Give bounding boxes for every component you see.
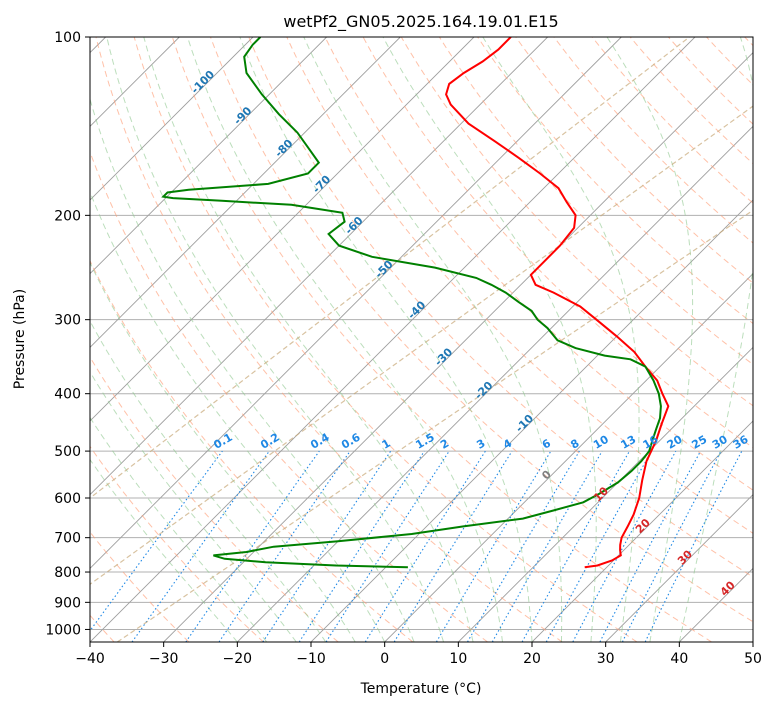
y-tick-label: 200 — [54, 208, 81, 224]
isotherm-line — [753, 37, 775, 642]
y-tick-label: 300 — [54, 313, 81, 329]
isotherm-line — [237, 37, 775, 642]
mixing-ratio-line — [468, 451, 580, 642]
x-tick-label: 10 — [449, 651, 467, 667]
x-tick-label: 40 — [670, 651, 688, 667]
isotherm-line — [0, 37, 327, 642]
y-tick-label: 700 — [54, 531, 81, 547]
temperature-line — [446, 37, 668, 567]
x-tick-label: 0 — [380, 651, 389, 667]
height-contour-line — [0, 37, 689, 642]
isotherm-label: -70 — [310, 173, 333, 196]
mixing-ratio-line — [326, 451, 449, 642]
mixing-ratio-line — [365, 451, 485, 642]
mixing-ratio-line — [522, 451, 629, 642]
x-tick-label: −30 — [149, 651, 179, 667]
y-tick-label: 800 — [54, 565, 81, 581]
mixing-ratio-label: 0.4 — [308, 431, 332, 452]
isotherm-line — [311, 37, 775, 642]
mixing-ratio-label: 2 — [438, 437, 451, 452]
y-tick-label: 900 — [54, 595, 81, 611]
moist-adiabat-line — [304, 37, 562, 642]
isotherm-line — [90, 37, 695, 642]
mixing-ratio-label: 25 — [690, 433, 710, 452]
mixing-ratio-line — [546, 451, 651, 642]
moist-adiabat-line — [59, 94, 385, 642]
y-tick-label: 100 — [54, 30, 81, 46]
height-contour-line — [117, 37, 775, 642]
y-tick-label: 500 — [54, 444, 81, 460]
y-tick-label: 600 — [54, 491, 81, 507]
mixing-ratio-line — [600, 451, 701, 642]
moist-adiabat-line — [37, 114, 355, 642]
mixing-ratio-label: 6 — [540, 436, 553, 451]
mixing-ratio-label: 0.6 — [339, 431, 363, 452]
dry-adiabat-line — [0, 37, 338, 642]
wet-bulb-label: 20 — [633, 516, 653, 536]
dry-adiabat-line — [58, 37, 488, 642]
plot-frame — [90, 37, 753, 642]
axis-layer: −40 −30 −20 −10 0 10 20 30 40 50 1000 900 800 700 600 5… — [45, 30, 762, 667]
isotherm-label: -80 — [272, 137, 295, 160]
mixing-ratio-label: 3 — [474, 437, 487, 452]
mixing-ratio-label: 36 — [731, 433, 751, 452]
mixing-ratio-label: 20 — [665, 433, 685, 452]
isotherm-label: -90 — [231, 104, 254, 127]
mixing-ratio-line — [299, 451, 424, 642]
mixing-ratio-label: 8 — [568, 437, 581, 452]
y-tick-label: 400 — [54, 387, 81, 403]
dry-adiabat-line — [0, 37, 189, 642]
dry-adiabat-line — [554, 37, 775, 642]
x-tick-label: 50 — [744, 651, 762, 667]
y-tick-label: 1000 — [45, 622, 81, 638]
mixing-ratio-label: 0.1 — [211, 431, 234, 452]
dry-adiabat-line — [134, 37, 637, 642]
isotherm-line — [458, 37, 775, 642]
grid-layer — [0, 37, 775, 642]
x-tick-label: −40 — [75, 651, 105, 667]
isotherm-line — [0, 37, 474, 642]
mixing-ratio-line — [82, 451, 223, 642]
mixing-ratio-label: 13 — [619, 433, 639, 452]
isotherm-line — [0, 37, 548, 642]
isotherm-label: -100 — [189, 68, 218, 97]
moist-adiabat-line — [144, 37, 473, 642]
dry-adiabat-line — [745, 37, 775, 642]
x-tick-label: −10 — [296, 651, 326, 667]
isotherm-line — [385, 37, 775, 642]
isotherm-line — [0, 37, 253, 642]
mixing-ratio-line — [573, 451, 676, 642]
dry-adiabat-line — [516, 37, 775, 642]
y-axis-label: Pressure (hPa) — [12, 289, 28, 389]
x-tick-label: 20 — [523, 651, 541, 667]
isotherm-line — [679, 37, 775, 642]
mixing-ratio-label: 30 — [710, 433, 730, 452]
dry-adiabat-line — [20, 37, 413, 642]
isotherm-label: -30 — [432, 345, 455, 368]
x-tick-label: −20 — [223, 651, 253, 667]
chart-title: wetPf2_GN05.2025.164.19.01.E15 — [283, 12, 558, 32]
x-tick-label: 30 — [597, 651, 615, 667]
isotherm-line — [16, 37, 621, 642]
mixing-ratio-label: 1 — [380, 437, 393, 452]
wet-bulb-label: 30 — [675, 547, 695, 567]
moist-adiabat-line — [188, 37, 503, 642]
dry-adiabat-line — [0, 37, 264, 642]
mixing-ratio-label: 1.5 — [413, 431, 436, 452]
isotherm-line — [0, 37, 400, 642]
wet-bulb-label: 40 — [718, 578, 738, 598]
isotherm-label: -60 — [342, 214, 365, 237]
isotherm-label: -10 — [513, 412, 536, 435]
mixing-ratio-label: 10 — [591, 433, 611, 452]
dry-adiabat-line — [707, 37, 775, 642]
moist-adiabat-line — [0, 150, 296, 642]
moist-adiabat-line — [240, 37, 532, 642]
x-axis-label: Temperature (°C) — [360, 681, 482, 697]
